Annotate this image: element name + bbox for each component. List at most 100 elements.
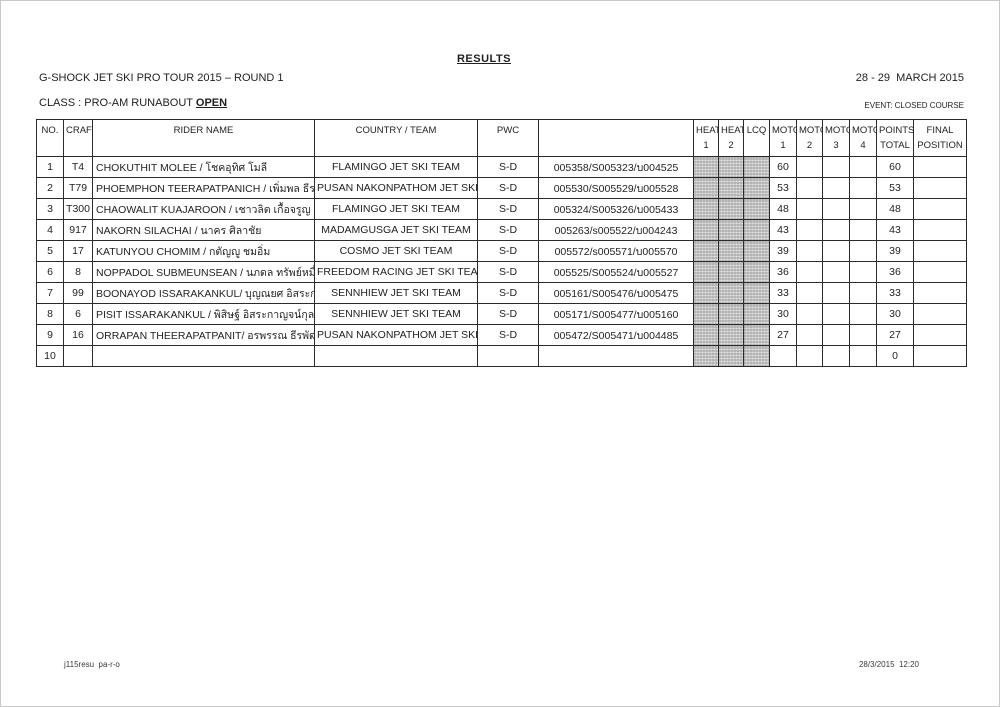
cell-moto3 xyxy=(822,345,850,367)
cell-final-position xyxy=(913,261,967,283)
cell-craft: 8 xyxy=(63,261,93,283)
cell-moto4 xyxy=(849,219,877,241)
cell-moto1: 53 xyxy=(769,177,797,199)
cell-rider: NAKORN SILACHAI / นาคร ศิลาชัย xyxy=(92,219,315,241)
cell-team: PUSAN NAKONPATHOM JET SKI TEAM xyxy=(314,177,478,199)
table-row: 4 917 NAKORN SILACHAI / นาคร ศิลาชัย MAD… xyxy=(36,219,967,241)
cell-moto2 xyxy=(796,324,823,346)
cell-moto4 xyxy=(849,282,877,304)
cell-lcq xyxy=(743,282,770,304)
cell-moto2 xyxy=(796,240,823,262)
cell-rider: ORRAPAN THEERAPATPANIT/ อรพรรณ ธีรพัฒน์พ… xyxy=(92,324,315,346)
cell-lcq xyxy=(743,219,770,241)
cell-moto2 xyxy=(796,156,823,178)
cell-no: 3 xyxy=(36,198,64,220)
cell-rider: PHOEMPHON TEERAPATPANICH / เพิ่มพล ธีรพั… xyxy=(92,177,315,199)
cell-moto4 xyxy=(849,303,877,325)
cell-no: 4 xyxy=(36,219,64,241)
col-header-rider-name: RIDER NAME xyxy=(92,119,315,157)
cell-final-position xyxy=(913,177,967,199)
cell-craft: 17 xyxy=(63,240,93,262)
cell-rider: KATUNYOU CHOMIM / กตัญญู ชมอิ่ม xyxy=(92,240,315,262)
cell-pwc: S-D xyxy=(477,303,539,325)
header-row: NO. CRAFT RIDER NAME COUNTRY / TEAM PWC … xyxy=(36,119,967,157)
cell-ids xyxy=(538,345,694,367)
cell-final-position xyxy=(913,282,967,304)
cell-craft: 16 xyxy=(63,324,93,346)
class-value: OPEN xyxy=(195,97,228,109)
cell-points-total: 36 xyxy=(876,261,914,283)
cell-craft: 99 xyxy=(63,282,93,304)
col-header-moto2: MOTO2 xyxy=(796,119,823,157)
cell-team: SENNHIEW JET SKI TEAM xyxy=(314,303,478,325)
table-row: 1 T4 CHOKUTHIT MOLEE / โชคอุทิศ โมลี FLA… xyxy=(36,156,967,178)
cell-heat1 xyxy=(693,303,719,325)
cell-moto3 xyxy=(822,156,850,178)
cell-pwc: S-D xyxy=(477,324,539,346)
cell-lcq xyxy=(743,198,770,220)
cell-ids: 005525/S005524/บ005527 xyxy=(538,261,694,283)
table-row: 6 8 NOPPADOL SUBMEUNSEAN / นภดล ทรัพย์หม… xyxy=(36,261,967,283)
event-date: 28 - 29 MARCH 2015 xyxy=(855,72,964,84)
cell-heat1 xyxy=(693,261,719,283)
cell-ids: 005472/S005471/บ004485 xyxy=(538,324,694,346)
cell-heat1 xyxy=(693,345,719,367)
cell-heat1 xyxy=(693,219,719,241)
col-header-moto1: MOTO1 xyxy=(769,119,797,157)
cell-heat1 xyxy=(693,177,719,199)
table-row: 5 17 KATUNYOU CHOMIM / กตัญญู ชมอิ่ม COS… xyxy=(36,240,967,262)
cell-pwc: S-D xyxy=(477,261,539,283)
cell-heat1 xyxy=(693,156,719,178)
cell-moto3 xyxy=(822,177,850,199)
cell-moto2 xyxy=(796,219,823,241)
cell-moto3 xyxy=(822,324,850,346)
cell-moto1: 43 xyxy=(769,219,797,241)
cell-lcq xyxy=(743,240,770,262)
cell-no: 2 xyxy=(36,177,64,199)
cell-moto4 xyxy=(849,240,877,262)
cell-rider: NOPPADOL SUBMEUNSEAN / นภดล ทรัพย์หมื่นแ… xyxy=(92,261,315,283)
cell-heat1 xyxy=(693,198,719,220)
col-header-craft: CRAFT xyxy=(63,119,93,157)
cell-ids: 005530/S005529/บ005528 xyxy=(538,177,694,199)
cell-heat2 xyxy=(718,198,744,220)
table-row: 7 99 BOONAYOD ISSARAKANKUL/ บุญณยศ อิสระ… xyxy=(36,282,967,304)
cell-ids: 005358/S005323/บ004525 xyxy=(538,156,694,178)
cell-final-position xyxy=(913,303,967,325)
cell-points-total: 43 xyxy=(876,219,914,241)
cell-team: PUSAN NAKONPATHOM JET SKI TEAM xyxy=(314,324,478,346)
cell-final-position xyxy=(913,345,967,367)
cell-final-position xyxy=(913,219,967,241)
cell-heat2 xyxy=(718,240,744,262)
cell-moto2 xyxy=(796,198,823,220)
cell-moto3 xyxy=(822,219,850,241)
cell-moto4 xyxy=(849,198,877,220)
cell-no: 5 xyxy=(36,240,64,262)
cell-heat1 xyxy=(693,324,719,346)
col-header-points-total: POINTS TOTAL xyxy=(876,119,914,157)
cell-points-total: 33 xyxy=(876,282,914,304)
footer-filename: j115resu pa-r-o xyxy=(64,660,120,669)
cell-final-position xyxy=(913,156,967,178)
cell-ids: 005572/s005571/บ005570 xyxy=(538,240,694,262)
cell-moto1: 48 xyxy=(769,198,797,220)
cell-points-total: 27 xyxy=(876,324,914,346)
table-row: 2 T79 PHOEMPHON TEERAPATPANICH / เพิ่มพล… xyxy=(36,177,967,199)
cell-lcq xyxy=(743,177,770,199)
cell-ids: 005324/S005326/บ005433 xyxy=(538,198,694,220)
cell-moto2 xyxy=(796,303,823,325)
cell-moto2 xyxy=(796,345,823,367)
table-row: 10 0 xyxy=(36,345,967,367)
cell-craft: 6 xyxy=(63,303,93,325)
cell-lcq xyxy=(743,324,770,346)
cell-points-total: 30 xyxy=(876,303,914,325)
cell-team: FREEDOM RACING JET SKI TEAM xyxy=(314,261,478,283)
tour-title: G-SHOCK JET SKI PRO TOUR 2015 – ROUND 1 xyxy=(39,72,284,84)
cell-ids: 005171/S005477/บ005160 xyxy=(538,303,694,325)
col-header-heat1: HEAT 1 xyxy=(693,119,719,157)
cell-points-total: 60 xyxy=(876,156,914,178)
cell-pwc xyxy=(477,345,539,367)
cell-ids: 005263/s005522/บ004243 xyxy=(538,219,694,241)
cell-heat2 xyxy=(718,156,744,178)
